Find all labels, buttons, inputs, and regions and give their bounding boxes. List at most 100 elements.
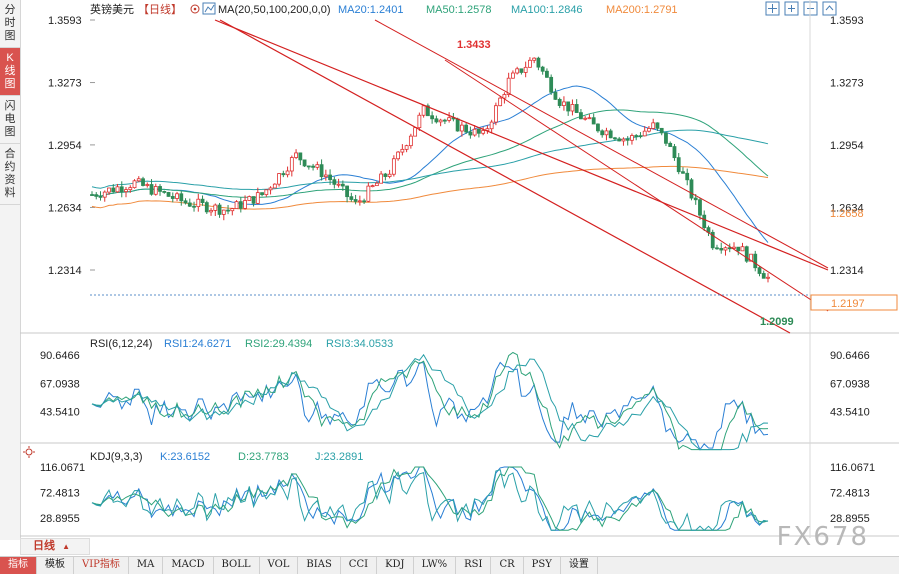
candle-body [166,192,171,197]
candle-body [476,128,481,134]
candle-body [332,179,337,185]
indicator-tab-6[interactable]: VOL [260,557,299,574]
indicator-tab-9[interactable]: KDJ [377,557,414,574]
settings-icon[interactable] [190,4,200,14]
candle-body [306,165,311,168]
toolbar-expand-icon[interactable] [822,1,837,16]
candle-body [532,57,537,61]
candle-body [489,121,494,130]
candle-body [506,77,511,95]
ma50-value: MA50:1.2578 [426,4,491,16]
candle-body [153,186,158,195]
chart-type-icon[interactable] [202,2,216,15]
indicator-tab-2[interactable]: VIP指标 [74,557,129,574]
indicator-tab-3[interactable]: MA [129,557,164,574]
price-tick-right: 1.3273 [830,78,864,90]
candle-body [642,130,647,137]
rsi-axis: 90.6466 90.6466 67.0938 67.0938 43.5410 43.54… [40,350,870,419]
indicator-tab-13[interactable]: PSY [524,557,561,574]
candle-body [213,204,218,211]
candle-body [124,189,128,193]
sidebar-tab-contract[interactable]: 合约资料 [0,144,20,205]
candle-body [145,184,150,186]
rsi2-value: RSI2:29.4394 [245,338,312,350]
candle-body [553,91,558,100]
channel-line-mid-upper[interactable] [374,19,829,269]
sidebar-tab-intraday[interactable]: 分时图 [0,0,20,48]
indicator-tab-14[interactable]: 设置 [561,557,598,574]
chart-canvas[interactable]: 英镑美元 【日线】 MA(20,50,100,200,0,0) MA20:1.2… [20,0,899,538]
candle-body [158,186,162,192]
candle-body [141,178,145,186]
candle-body [417,114,422,129]
sidebar-tab-lightning[interactable]: 闪电图 [0,96,20,144]
toolbar-move-icon[interactable] [765,1,780,16]
ma200-line [91,165,769,210]
period-dropdown-icon[interactable]: ▲ [62,542,70,551]
candle-body [255,192,260,204]
candle-body [736,246,741,252]
candle-body [102,191,107,198]
candle-body [238,201,243,209]
candle-body [528,59,532,68]
rsi-lines [91,351,769,451]
indicator-tab-8[interactable]: CCI [341,557,378,574]
candle-body [630,135,634,141]
rsi3-value: RSI3:34.0533 [326,338,393,350]
candle-body [753,253,758,269]
candle-body [587,117,592,120]
indicator-tab-4[interactable]: MACD [163,557,214,574]
period-selector-label: 日线 [33,540,55,552]
candle-body [570,104,575,112]
candle-body [353,199,358,202]
candle-body [277,173,281,185]
candle-body [655,122,660,129]
candle-body [336,183,341,186]
indicator-tab-1[interactable]: 模板 [37,557,74,574]
candle-body [179,193,184,202]
channel-line-upper[interactable] [214,19,829,271]
indicator-tab-0[interactable]: 指标 [0,557,37,574]
candle-body [727,247,732,250]
candle-body [226,209,230,212]
candle-body [175,193,179,199]
candle-body [357,200,362,203]
kdj-axis: 116.0671 116.0671 72.4813 72.4813 28.8955 28.… [40,462,875,525]
indicator-tab-12[interactable]: CR [491,557,524,574]
indicator-tab-5[interactable]: BOLL [214,557,260,574]
candle-body [234,201,239,209]
kdj-tick-left: 28.8955 [40,513,80,525]
candle-body [681,171,685,174]
indicator-tab-11[interactable]: RSI [456,557,492,574]
candle-body [264,189,269,196]
ma20-value: MA20:1.2401 [338,4,403,16]
toolbar-zoom-in-icon[interactable] [784,1,799,16]
candle-body [664,132,668,144]
period-selector[interactable]: 日线 ▲ [20,538,90,555]
candle-body [298,152,303,161]
candle-body [260,192,264,196]
regression-channel[interactable] [214,19,829,334]
indicator-tab-7[interactable]: BIAS [298,557,341,574]
candle-body [647,128,651,132]
price-tick-right: 1.3593 [830,15,864,27]
rsi-title: RSI(6,12,24) [90,338,152,350]
candle-body [566,101,571,112]
kdj-sun-icon[interactable] [23,446,35,458]
channel-line-lower[interactable] [219,19,791,334]
candle-body [311,165,315,168]
candle-body [438,119,443,123]
candle-body [583,117,588,120]
candle-body [90,194,94,196]
candle-body [723,247,728,251]
channel-line-mid-lower[interactable] [444,59,829,312]
candle-body [545,70,549,78]
candle-body [617,138,622,142]
candle-body [468,131,473,136]
candle-body [442,119,447,122]
indicator-tab-10[interactable]: LW% [414,557,457,574]
candle-body [600,130,605,136]
ma-axis-label: 1.2658 [830,208,864,220]
